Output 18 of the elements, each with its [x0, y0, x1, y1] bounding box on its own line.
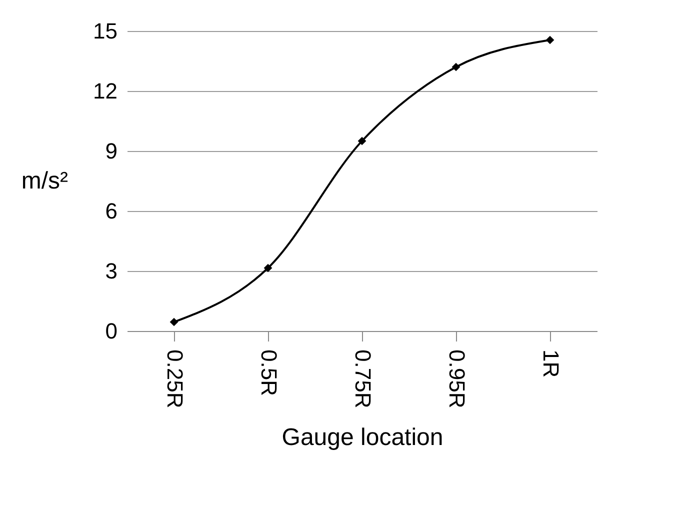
point — [170, 318, 178, 326]
y-tick-label: 9 — [105, 138, 118, 164]
point — [452, 62, 460, 72]
point — [264, 264, 272, 272]
x-tick-label: 0.95R — [444, 350, 470, 408]
point — [358, 136, 366, 146]
x-tick-label: 0.5R — [256, 350, 282, 396]
x-axis-title: Gauge location — [282, 424, 444, 452]
x-tick-label: 1R — [538, 350, 564, 378]
y-tick-label: 12 — [93, 78, 118, 104]
y-axis-title: m/s² — [21, 168, 68, 194]
x-tick-label: 0.25R — [162, 350, 188, 408]
x-tick-label: 0.75R — [350, 350, 376, 408]
point — [546, 36, 554, 44]
y-tick-label: 6 — [105, 198, 118, 224]
y-tick-label: 0 — [105, 318, 118, 344]
y-tick-label: 3 — [105, 258, 118, 284]
y-tick-label: 15 — [93, 18, 118, 44]
